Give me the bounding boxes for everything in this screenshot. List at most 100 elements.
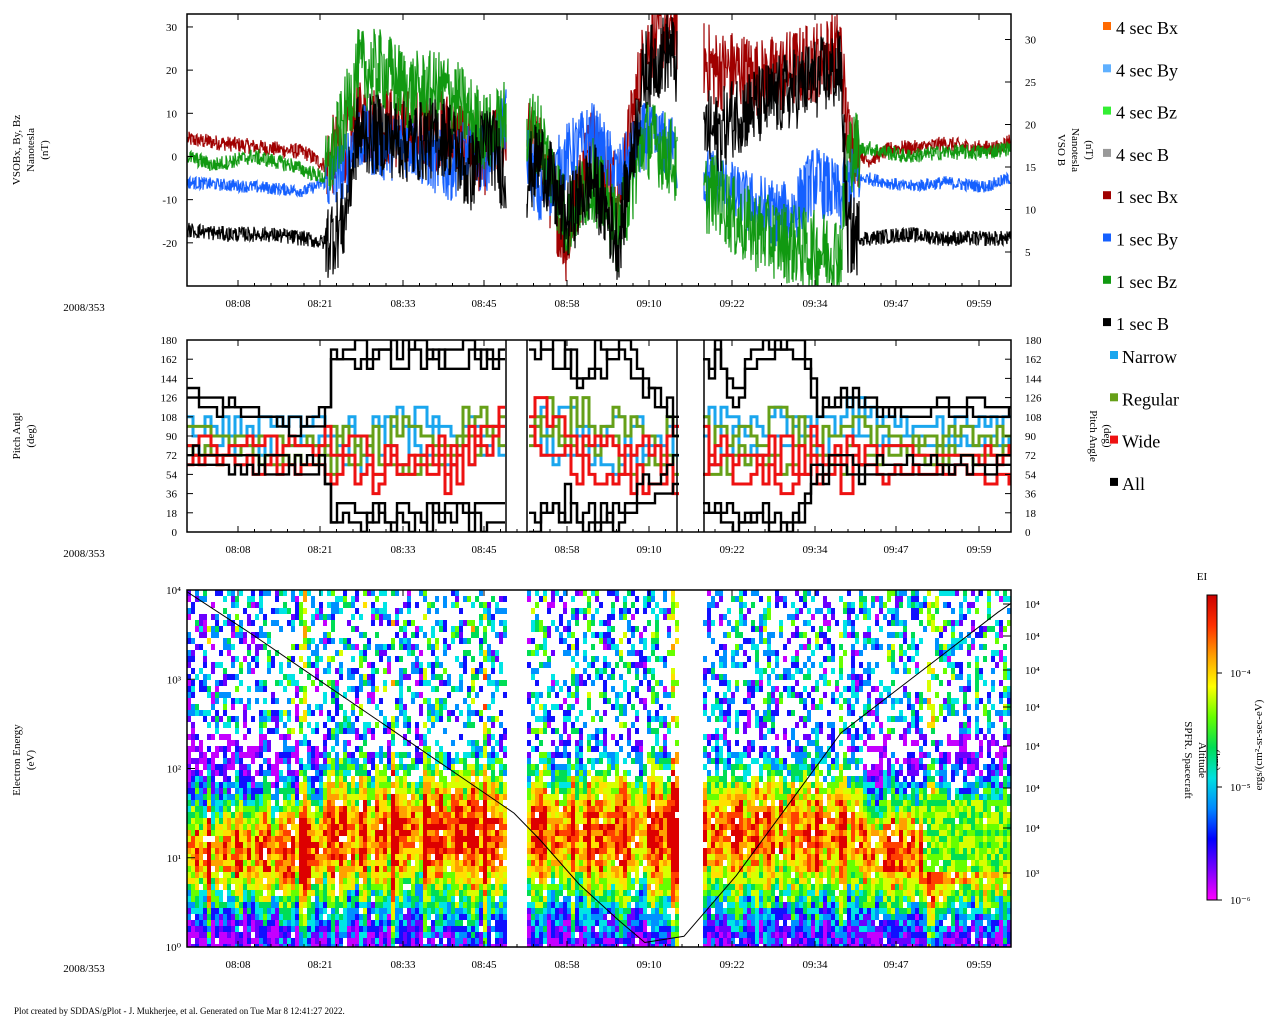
- spectrogram-cell: [203, 908, 207, 914]
- spectrogram-cell: [543, 896, 547, 902]
- spectrogram-cell: [607, 848, 611, 854]
- spectrogram-cell: [367, 638, 371, 644]
- spectrogram-cell: [551, 728, 555, 734]
- spectrogram-cell: [651, 920, 655, 926]
- spectrogram-cell: [275, 836, 279, 842]
- spectrogram-cell: [567, 620, 571, 626]
- spectrogram-cell: [571, 860, 575, 866]
- spectrogram-cell: [267, 758, 271, 764]
- spectrogram-cell: [255, 890, 259, 896]
- spectrogram-cell: [647, 842, 651, 848]
- spectrogram-cell: [459, 662, 463, 668]
- spectrogram-cell: [235, 842, 239, 848]
- spectrogram-cell: [419, 782, 423, 788]
- spectrogram-cell: [351, 884, 355, 890]
- spectrogram-cell: [591, 644, 595, 650]
- spectrogram-cell: [487, 794, 491, 800]
- spectrogram-cell: [315, 764, 319, 770]
- spectrogram-cell: [463, 776, 467, 782]
- spectrogram-cell: [439, 866, 443, 872]
- spectrogram-cell: [359, 746, 363, 752]
- spectrogram-cell: [339, 650, 343, 656]
- spectrogram-cell: [527, 758, 531, 764]
- spectrogram-cell: [599, 740, 603, 746]
- spectrogram-cell: [547, 932, 551, 938]
- spectrogram-cell: [503, 884, 507, 890]
- spectrogram-cell: [547, 920, 551, 926]
- spectrogram-cell: [415, 872, 419, 878]
- spectrogram-cell: [191, 782, 195, 788]
- spectrogram-cell: [187, 860, 191, 866]
- spectrogram-cell: [459, 806, 463, 812]
- spectrogram-cell: [651, 914, 655, 920]
- spectrogram-cell: [187, 632, 191, 638]
- spectrogram-cell: [643, 674, 647, 680]
- spectrogram-cell: [267, 944, 271, 947]
- spectrogram-cell: [615, 770, 619, 776]
- spectrogram-cell: [651, 902, 655, 908]
- spectrogram-cell: [455, 656, 459, 662]
- spectrogram-cell: [187, 890, 191, 896]
- spectrogram-cell: [607, 920, 611, 926]
- spectrogram-cell: [367, 794, 371, 800]
- spectrogram-cell: [555, 830, 559, 836]
- spectrogram-cell: [407, 728, 411, 734]
- spectrogram-cell: [343, 710, 347, 716]
- spectrogram-cell: [491, 680, 495, 686]
- spectrogram-cell: [403, 668, 407, 674]
- spectrogram-cell: [191, 656, 195, 662]
- spectrogram-cell: [443, 668, 447, 674]
- spectrogram-cell: [207, 902, 211, 908]
- spectrogram-cell: [427, 758, 431, 764]
- spectrogram-cell: [431, 866, 435, 872]
- spectrogram-cell: [255, 686, 259, 692]
- spectrogram-cell: [607, 866, 611, 872]
- spectrogram-cell: [223, 812, 227, 818]
- spectrogram-cell: [287, 776, 291, 782]
- spectrogram-cell: [647, 758, 651, 764]
- spectrogram-cell: [439, 908, 443, 914]
- spectrogram-cell: [371, 920, 375, 926]
- spectrogram-cell: [279, 590, 283, 596]
- spectrogram-cell: [191, 608, 195, 614]
- spectrogram-cell: [407, 674, 411, 680]
- spectrogram-cell: [195, 806, 199, 812]
- spectrogram-cell: [303, 788, 307, 794]
- spectrogram-cell: [463, 872, 467, 878]
- spectrogram-cell: [215, 818, 219, 824]
- spectrogram-cell: [351, 818, 355, 824]
- spectrogram-cell: [655, 740, 659, 746]
- spectrogram-cell: [491, 848, 495, 854]
- spectrogram-cell: [259, 896, 263, 902]
- spectrogram-cell: [283, 590, 287, 596]
- spectrogram-cell: [471, 812, 475, 818]
- spectrogram-cell: [579, 866, 583, 872]
- spectrogram-cell: [415, 926, 419, 932]
- spectrogram-cell: [443, 650, 447, 656]
- spectrogram-cell: [375, 830, 379, 836]
- spectrogram-cell: [443, 836, 447, 842]
- spectrogram-cell: [203, 914, 207, 920]
- spectrogram-cell: [347, 866, 351, 872]
- spectrogram-cell: [291, 626, 295, 632]
- spectrogram-cell: [235, 602, 239, 608]
- spectrogram-cell: [587, 944, 591, 947]
- spectrogram-cell: [343, 872, 347, 878]
- spectrogram-cell: [539, 854, 543, 860]
- spectrogram-cell: [271, 842, 275, 848]
- spectrogram-cell: [559, 836, 563, 842]
- spectrogram-cell: [239, 776, 243, 782]
- spectrogram-cell: [391, 878, 395, 884]
- spectrogram-cell: [375, 806, 379, 812]
- spectrogram-cell: [331, 878, 335, 884]
- spectrogram-cell: [587, 734, 591, 740]
- spectrogram-cell: [287, 770, 291, 776]
- spectrogram-cell: [619, 860, 623, 866]
- spectrogram-cell: [563, 698, 567, 704]
- spectrogram-cell: [187, 734, 191, 740]
- spectrogram-cell: [555, 776, 559, 782]
- spectrogram-cell: [379, 752, 383, 758]
- spectrogram-cell: [539, 752, 543, 758]
- spectrogram-cell: [199, 818, 203, 824]
- spectrogram-cell: [307, 722, 311, 728]
